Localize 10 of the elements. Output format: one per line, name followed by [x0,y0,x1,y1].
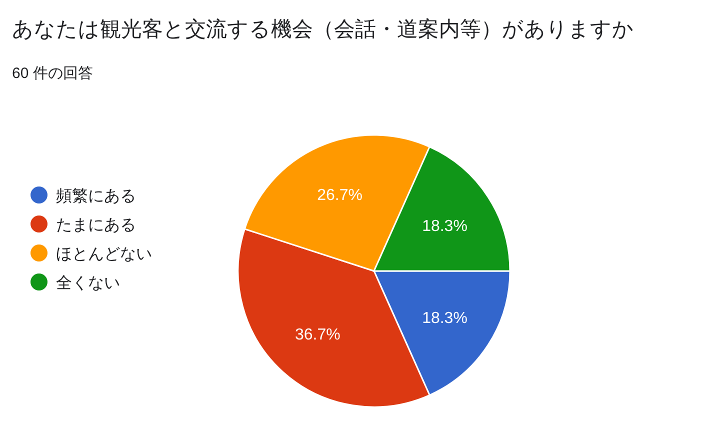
legend-label: たまにある [56,217,136,234]
chart-subtitle: 60 件の回答 [12,65,93,82]
data-label: 26.7% [317,186,362,204]
data-label: 18.3% [422,218,468,236]
chart-title: あなたは観光客と交流する機会（会話・道案内等）がありますか [12,17,634,41]
legend-label: ほとんどない [56,246,152,263]
legend-label: 頻繁にある [56,187,136,205]
data-label: 18.3% [422,310,468,327]
legend-label: 全くない [56,275,120,292]
data-label: 36.7% [294,326,340,344]
